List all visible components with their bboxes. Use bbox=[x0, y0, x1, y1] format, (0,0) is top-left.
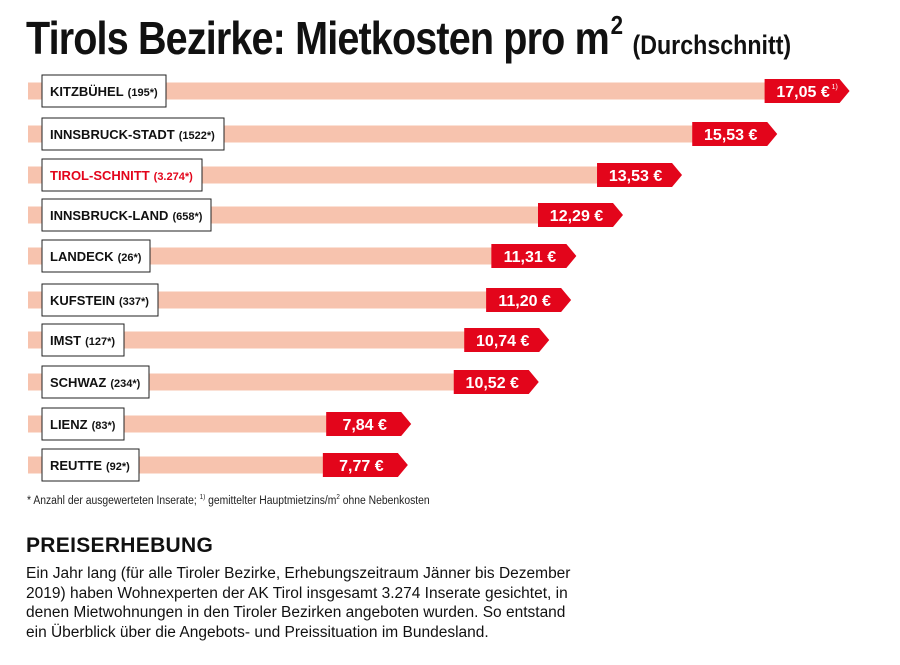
title-text: Tirols Bezirke: Mietkosten pro m bbox=[26, 12, 610, 64]
category-label: KUFSTEIN (337*) bbox=[41, 283, 159, 317]
footnote-unit-sup: 2 bbox=[336, 494, 340, 501]
category-label-text: KUFSTEIN (337*) bbox=[50, 293, 149, 308]
category-label-box bbox=[41, 283, 159, 317]
value-label: 15,53 € bbox=[704, 127, 757, 144]
value-label: 12,29 € bbox=[550, 208, 603, 225]
value-tag bbox=[322, 453, 408, 477]
section-heading: PREISERHEBUNG bbox=[26, 534, 214, 557]
category-label: KITZBÜHEL (195*) bbox=[41, 74, 167, 108]
value-tag bbox=[464, 328, 550, 352]
category-label: REUTTE (92*) bbox=[41, 448, 140, 482]
value-label: 10,74 € bbox=[476, 333, 529, 350]
value-label: 7,77 € bbox=[339, 458, 384, 475]
footnote-text-b: gemittelter Hauptmietzins/m bbox=[205, 494, 337, 507]
category-label-box bbox=[41, 74, 167, 108]
category-label-text: REUTTE (92*) bbox=[50, 458, 130, 473]
value-tag bbox=[453, 370, 539, 394]
value-tag bbox=[692, 122, 778, 146]
page-title: Tirols Bezirke: Mietkosten pro m2 (Durchs… bbox=[26, 10, 791, 65]
category-label-box bbox=[41, 198, 212, 232]
bar-imst bbox=[28, 331, 467, 349]
category-label: INNSBRUCK-LAND (658*) bbox=[41, 198, 212, 232]
value-label: 11,31 € bbox=[504, 249, 557, 266]
category-label-box bbox=[41, 448, 140, 482]
value-label: 13,53 € bbox=[609, 168, 662, 185]
category-label-box bbox=[41, 323, 125, 357]
category-label: LIENZ (83*) bbox=[41, 407, 125, 441]
category-label-box bbox=[41, 239, 151, 273]
category-label: TIROL-SCHNITT (3.274*) bbox=[41, 158, 203, 192]
category-label-text: INNSBRUCK-STADT (1522*) bbox=[50, 127, 215, 142]
value-label: 17,05 € bbox=[776, 84, 829, 101]
value-label: 11,20 € bbox=[498, 293, 551, 310]
category-label: SCHWAZ (234*) bbox=[41, 365, 150, 399]
category-label-box bbox=[41, 158, 203, 192]
title-subtitle: (Durchschnitt) bbox=[632, 30, 792, 60]
category-label-box bbox=[41, 117, 225, 151]
footnote-text-a: * Anzahl der ausgewerteten Inserate; bbox=[27, 494, 200, 507]
value-tag bbox=[597, 163, 683, 187]
value-tag bbox=[538, 203, 624, 227]
category-label-text: SCHWAZ (234*) bbox=[50, 375, 141, 390]
value-label: 7,84 € bbox=[342, 417, 387, 434]
category-label-box bbox=[41, 365, 150, 399]
footnote: * Anzahl der ausgewerteten Inserate; 1) … bbox=[27, 494, 430, 507]
value-note-mark: 1) bbox=[832, 84, 838, 91]
category-label: IMST (127*) bbox=[41, 323, 125, 357]
title-superscript: 2 bbox=[610, 10, 623, 40]
value-tag bbox=[491, 244, 577, 268]
category-label-text: LIENZ (83*) bbox=[50, 417, 116, 432]
category-label-text: INNSBRUCK-LAND (658*) bbox=[50, 208, 203, 223]
value-label: 10,52 € bbox=[466, 375, 519, 392]
footnote-note-mark: 1) bbox=[199, 494, 206, 501]
bar-chart: 17,05 €1) KITZBÜHEL (195*) 15,53 € INNSBRUCK… bbox=[28, 74, 850, 482]
bar-kitzbühel bbox=[28, 82, 767, 100]
value-tag bbox=[326, 412, 412, 436]
footnote-text-c: ohne Nebenkosten bbox=[339, 494, 430, 507]
value-tag bbox=[486, 288, 572, 312]
section-body: Ein Jahr lang (für alle Tiroler Bezirke,… bbox=[26, 565, 571, 641]
category-label: LANDECK (26*) bbox=[41, 239, 151, 273]
category-label-text: LANDECK (26*) bbox=[50, 249, 142, 264]
category-label-text: IMST (127*) bbox=[50, 333, 115, 348]
category-label-text: TIROL-SCHNITT (3.274*) bbox=[50, 168, 193, 183]
category-label-text: KITZBÜHEL (195*) bbox=[50, 84, 158, 99]
category-label-box bbox=[41, 407, 125, 441]
value-tag bbox=[764, 79, 850, 103]
category-label: INNSBRUCK-STADT (1522*) bbox=[41, 117, 225, 151]
